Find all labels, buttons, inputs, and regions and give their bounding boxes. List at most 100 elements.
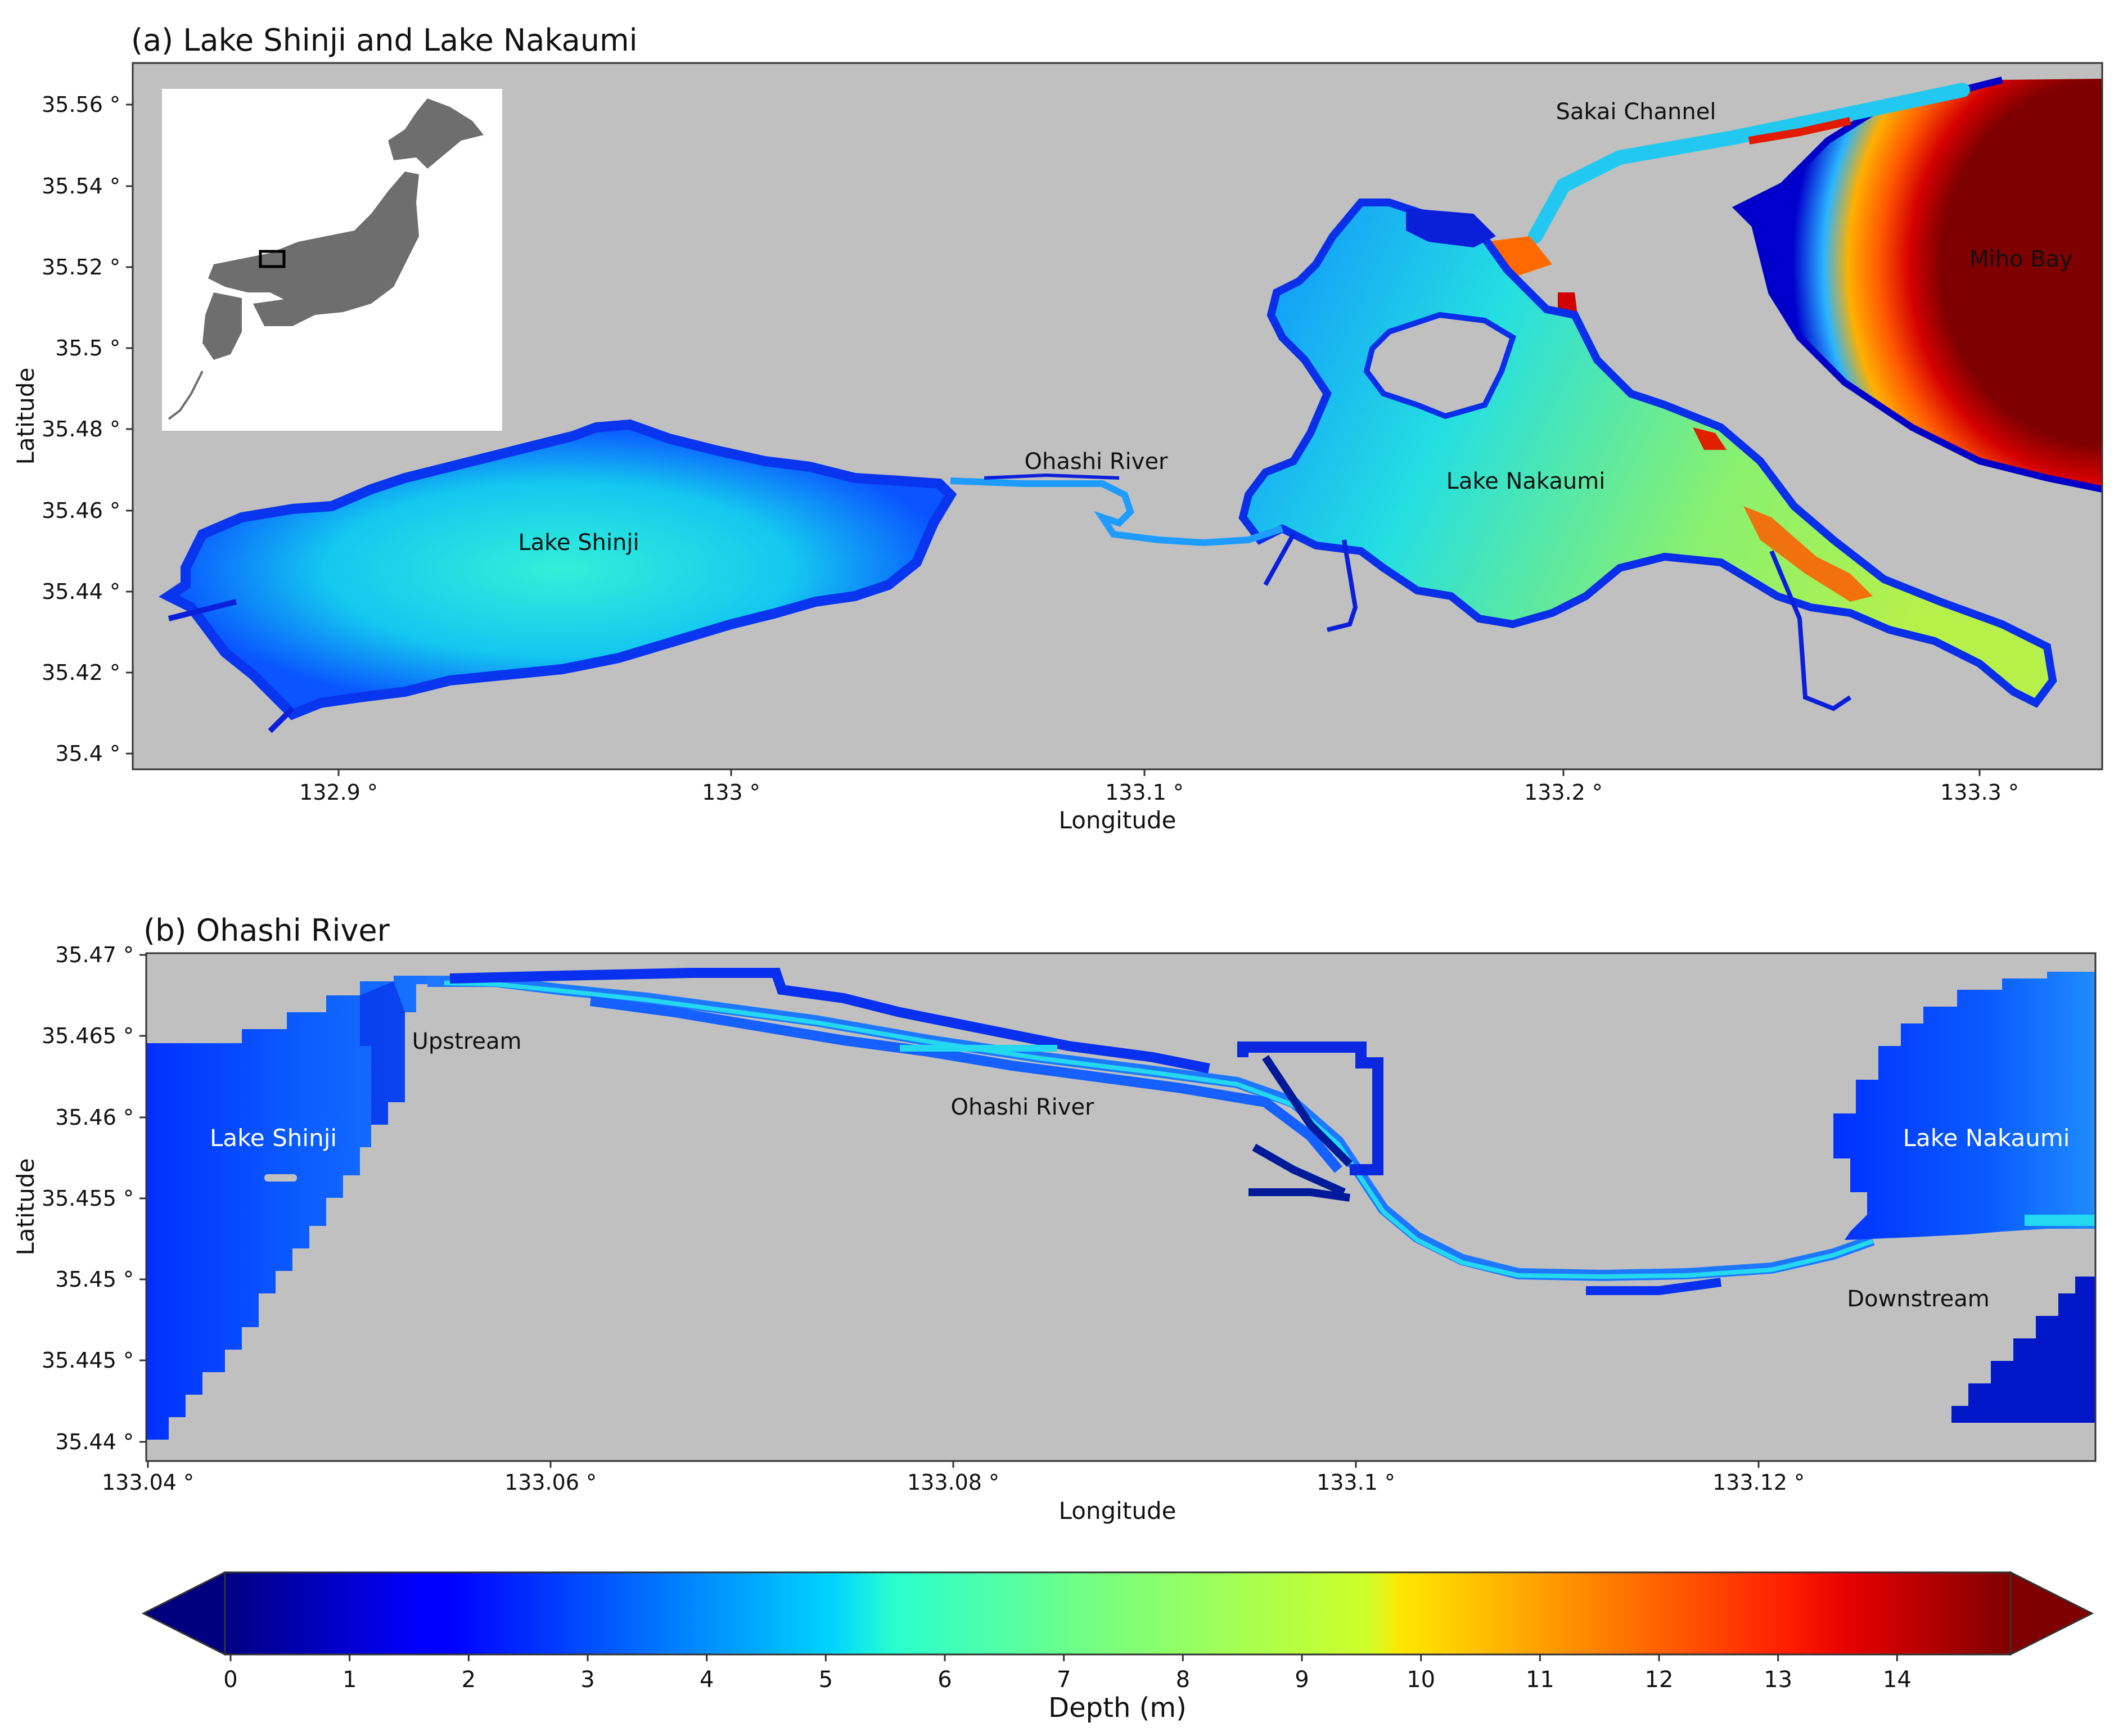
panel-a-frame: [132, 62, 2103, 770]
ytick-b: 35.44 °: [55, 1430, 134, 1454]
land-background-b: [146, 953, 2095, 1461]
nakaumi-shallow-ne: [1406, 208, 1496, 247]
label-sakai-channel: Sakai Channel: [1556, 99, 1716, 125]
japan-ryukyu: [168, 371, 204, 420]
study-area-box: [259, 250, 286, 268]
colorbar-label: Depth (m): [1048, 1692, 1187, 1724]
ohashi-river-b-shallow: [900, 1045, 1057, 1052]
label-ohashi-river-b: Ohashi River: [951, 1094, 1095, 1120]
ytick-b: 35.465 °: [42, 1023, 134, 1048]
colorbar-tick-label: 12: [1645, 1667, 1674, 1693]
xtick-a: 133.2 °: [1524, 780, 1603, 805]
japan-kyushu: [202, 292, 242, 360]
colorbar-tick-label: 5: [819, 1667, 833, 1693]
nakaumi-b-south-channel: [1951, 1277, 2095, 1423]
colorbar-ticks: [229, 1654, 1898, 1661]
ytick-b: 35.46 °: [55, 1105, 134, 1130]
shinji-southwest-inlet: [268, 706, 295, 733]
colorbar-tick-label: 0: [223, 1667, 237, 1693]
colorbar-tick-label: 13: [1764, 1667, 1792, 1693]
colorbar-tick-label: 10: [1407, 1667, 1435, 1693]
shinji-b-island: [264, 1174, 297, 1182]
ytick-a: 35.4 °: [55, 741, 120, 766]
panel-b-title: (b) Ohashi River: [143, 913, 390, 948]
japan-inset-map: [162, 89, 502, 431]
ohashi-river-b-south: [589, 996, 1342, 1173]
panel-b-yaxis: [139, 954, 146, 1443]
xtick-b: 133.08 °: [907, 1470, 999, 1495]
ytick-a: 35.42 °: [42, 660, 120, 685]
ytick-a: 35.48 °: [42, 417, 120, 441]
ohashi-river-a: [950, 477, 1283, 547]
xtick-a: 133.3 °: [1940, 780, 2019, 805]
ohashi-river-b-north: [449, 968, 1210, 1074]
panel-b-ylabel: Latitude: [12, 1158, 39, 1256]
miho-bay: [1738, 79, 2102, 489]
colorbar-extend-low: [141, 1571, 226, 1656]
shinji-b-shallow-edge: [360, 981, 405, 1125]
label-upstream: Upstream: [412, 1029, 522, 1054]
panel-a-map: [133, 63, 2102, 769]
xtick-a: 133.1 °: [1105, 780, 1184, 805]
panel-b-xaxis: [147, 1461, 1760, 1468]
ohashi-river-a-north: [984, 473, 1120, 480]
label-lake-shinji: Lake Shinji: [518, 530, 639, 556]
ytick-b: 35.455 °: [42, 1186, 134, 1211]
label-ohashi-river: Ohashi River: [1025, 449, 1169, 475]
nakaumi-southern-inlet: [1327, 539, 1358, 632]
ytick-a: 35.5 °: [55, 336, 120, 360]
colorbar-tick-label: 9: [1295, 1667, 1309, 1693]
nakaumi-b-shallow: [2025, 1215, 2095, 1226]
panel-a-yaxis: [126, 103, 133, 755]
panel-b-frame: [145, 952, 2097, 1462]
label-lake-nakaumi: Lake Nakaumi: [1446, 468, 1606, 494]
xtick-a: 132.9 °: [299, 780, 378, 805]
panel-a-xlabel: Longitude: [1059, 806, 1177, 834]
ohashi-river-b-branch2: [1252, 1143, 1346, 1196]
lake-shinji: [159, 419, 957, 720]
ytick-a: 35.46 °: [42, 498, 120, 523]
nakaumi-eastern-branch: [1769, 550, 1852, 711]
colorbar-tick-label: 2: [462, 1667, 476, 1693]
panel-b-xlabel: Longitude: [1059, 1497, 1177, 1525]
colorbar-tick-label: 3: [580, 1667, 594, 1693]
colorbar-tick-label: 4: [700, 1667, 714, 1693]
xtick-b: 133.1 °: [1317, 1470, 1395, 1495]
xtick-b: 133.12 °: [1712, 1470, 1805, 1495]
panel-b-map: [146, 953, 2095, 1461]
japan-honshu: [208, 172, 419, 315]
label-lake-shinji-b: Lake Shinji: [210, 1124, 337, 1152]
ohashi-river-b-branch3: [1248, 1188, 1350, 1202]
depth-colorbar: 0 1 2 3 4 5 6 7 8 9 10 11 12 13 14 Depth (m): [141, 1571, 2094, 1724]
ohashi-river-b-core: [444, 981, 1874, 1279]
ytick-a: 35.44 °: [42, 579, 120, 604]
nakaumi-deep-spots-2: [1693, 427, 1727, 450]
japan-hokkaido: [388, 98, 484, 169]
label-lake-nakaumi-b: Lake Nakaumi: [1903, 1124, 2070, 1152]
colorbar-tick-label: 1: [342, 1667, 357, 1693]
xtick-b: 133.04 °: [102, 1470, 194, 1495]
label-miho-bay: Miho Bay: [1969, 246, 2073, 272]
panel-a-title: (a) Lake Shinji and Lake Nakaumi: [131, 22, 638, 58]
colorbar-tick-label: 7: [1057, 1667, 1071, 1693]
sakai-channel: [1528, 83, 1970, 244]
ytick-b: 35.445 °: [42, 1348, 134, 1373]
colorbar-extend-high: [2009, 1571, 2094, 1656]
label-downstream: Downstream: [1847, 1286, 1990, 1312]
ohashi-river-b-branch1: [1262, 1055, 1353, 1167]
japan-shikoku: [253, 298, 315, 326]
colorbar-tick-labels: 0 1 2 3 4 5 6 7 8 9 10 11 12 13 14: [223, 1667, 1912, 1693]
ytick-b: 35.47 °: [55, 943, 134, 967]
ytick-a: 35.54 °: [42, 174, 120, 199]
daikon-island: [1363, 312, 1517, 420]
nakaumi-deep-spots: [1743, 506, 1873, 602]
ytick-a: 35.52 °: [42, 255, 120, 279]
panel-a-ylabel: Latitude: [12, 368, 39, 465]
xtick-b: 133.06 °: [504, 1470, 597, 1495]
colorbar-frame: [224, 1571, 2012, 1656]
xtick-a: 133 °: [702, 780, 760, 805]
colorbar-tick-label: 11: [1526, 1667, 1554, 1693]
colorbar-gradient: [225, 1572, 2011, 1654]
panel-a-xaxis: [337, 769, 1981, 776]
